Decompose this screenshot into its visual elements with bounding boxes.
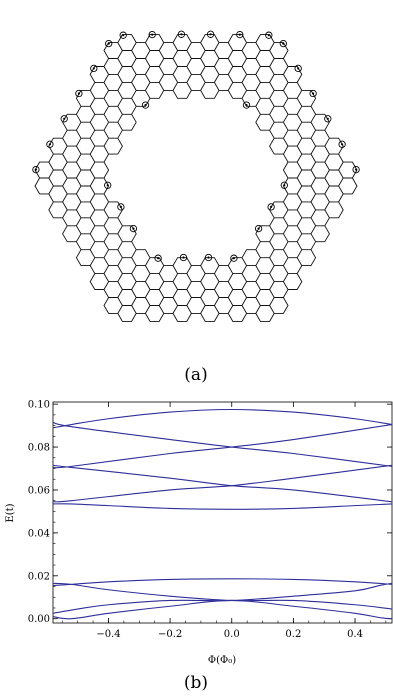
edge-site-dot [270, 205, 273, 208]
y-tick-label: 0.06 [28, 485, 50, 496]
edge-site-marker [230, 254, 238, 262]
edge-site-marker [90, 64, 98, 73]
edge-site-dot [119, 205, 122, 208]
edge-site-marker [154, 254, 162, 262]
x-tick-label: −0.2 [158, 629, 182, 640]
edge-site-dot [355, 168, 358, 171]
edge-site-marker [280, 181, 288, 189]
edge-site-dot [341, 143, 344, 146]
edge-site-marker [265, 31, 273, 39]
edge-site-marker [206, 30, 215, 38]
edge-site-marker [204, 253, 213, 262]
edge-site-dot [282, 42, 285, 45]
edge-site-dot [92, 67, 95, 70]
edge-site-dot [77, 92, 80, 95]
edge-site-marker [148, 30, 156, 39]
y-tick-label: 0.02 [28, 571, 50, 582]
caption-b: (b) [184, 673, 208, 693]
edge-site-marker [254, 224, 263, 233]
lattice-bonds [34, 34, 358, 322]
edge-site-dot [63, 117, 66, 120]
series-lines [53, 408, 392, 620]
spectrum-chart: −0.4 −0.2 0.0 0.2 0.4 0.00 0.02 0.04 0.06 0.08 0.1… [5, 400, 393, 666]
edge-site-dot [267, 34, 270, 37]
plot-frame [52, 401, 393, 624]
edge-site-marker [324, 115, 332, 123]
series-line-5 [53, 503, 392, 510]
edge-site-dot [122, 34, 125, 37]
series-line-9 [53, 421, 392, 467]
series-line-10 [53, 408, 392, 429]
edge-site-dot [326, 117, 329, 120]
edge-site-dot [232, 257, 235, 260]
edge-site-marker [179, 253, 188, 262]
series-line-2 [53, 582, 392, 614]
edge-site-marker [294, 64, 302, 73]
edge-site-dot [151, 33, 154, 36]
edge-site-marker [75, 89, 83, 98]
edge-site-dot [144, 104, 147, 107]
edge-site-marker [105, 39, 113, 48]
edge-site-dot [245, 104, 248, 107]
caption-a: (a) [184, 365, 207, 385]
y-axis-label: E(t) [5, 503, 16, 522]
series-line-6 [53, 464, 392, 503]
axis-ticks: −0.4 −0.2 0.0 0.2 0.4 0.00 0.02 0.04 0.06 0.08 0.1… [28, 400, 392, 640]
edge-site-marker [117, 203, 125, 211]
x-tick-label: 0.4 [347, 629, 363, 640]
edge-site-dot [48, 143, 52, 146]
edge-site-dot [106, 184, 109, 187]
lattice-hexagons [34, 34, 358, 322]
edge-markers [32, 30, 360, 262]
edge-site-dot [180, 33, 183, 36]
edge-site-dot [157, 257, 160, 260]
edge-site-dot [34, 168, 38, 171]
edge-site-dot [312, 92, 315, 95]
edge-site-marker [352, 165, 360, 174]
x-tick-label: −0.4 [96, 629, 120, 640]
edge-site-marker [267, 203, 275, 211]
edge-site-marker [32, 165, 40, 174]
y-tick-label: 0.10 [28, 400, 50, 411]
edge-site-marker [104, 181, 112, 189]
edge-site-dot [257, 227, 260, 230]
lattice-panel [32, 30, 360, 322]
edge-site-marker [119, 31, 127, 39]
edge-site-marker [309, 89, 317, 98]
edge-site-dot [182, 256, 185, 259]
y-tick-label: 0.00 [28, 614, 50, 625]
edge-site-marker [236, 30, 244, 39]
series-line-7 [53, 464, 392, 503]
series-line-8 [53, 423, 392, 469]
edge-site-dot [207, 256, 210, 259]
edge-site-marker [242, 101, 251, 109]
edge-site-marker [46, 140, 54, 148]
edge-site-dot [283, 184, 286, 187]
edge-site-dot [238, 33, 241, 36]
edge-site-dot [297, 67, 300, 70]
series-line-4 [53, 578, 392, 586]
edge-site-marker [60, 115, 68, 123]
x-tick-label: 0.0 [224, 629, 240, 640]
edge-site-marker [177, 30, 186, 38]
x-axis-label: Φ(Φ₀) [208, 655, 236, 666]
y-tick-label: 0.08 [28, 443, 50, 454]
y-tick-label: 0.04 [28, 528, 50, 539]
x-tick-label: 0.2 [285, 629, 301, 640]
edge-site-dot [209, 33, 212, 36]
edge-site-marker [279, 39, 287, 48]
edge-site-dot [132, 227, 135, 230]
edge-site-marker [338, 140, 346, 148]
edge-site-marker [129, 224, 138, 233]
edge-site-dot [107, 42, 110, 45]
edge-site-marker [141, 101, 150, 109]
